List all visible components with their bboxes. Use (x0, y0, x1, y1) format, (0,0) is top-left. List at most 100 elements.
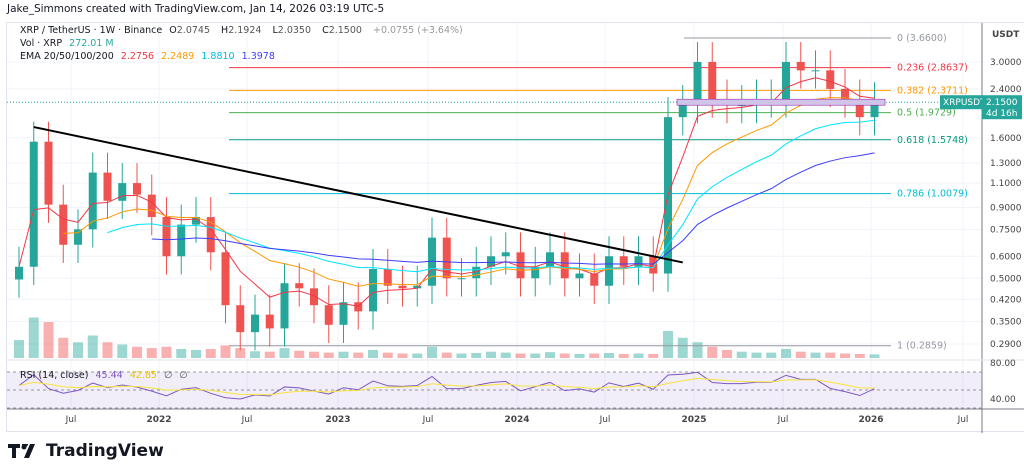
ema20-value: 2.2756 (120, 51, 155, 62)
candle-body (236, 305, 245, 333)
candle-body (221, 252, 230, 306)
candle-body (560, 252, 569, 279)
volume-bar (692, 342, 703, 358)
ema100-value: 1.8810 (201, 51, 235, 62)
candle-body (796, 62, 805, 71)
candle-body (678, 105, 687, 118)
candle-body (428, 237, 436, 286)
ema50-value: 2.2489 (161, 51, 195, 62)
volume-legend[interactable]: Vol · XRP 272.01 M (20, 38, 118, 49)
volume-bar (781, 349, 791, 358)
volume-bar (663, 331, 673, 358)
candle-body (324, 305, 333, 325)
time-axis-tick: 2022 (146, 415, 171, 425)
price-axis-tick: 0.4200 (990, 295, 1022, 305)
candle-body (841, 88, 849, 100)
ohlc-change: +0.0755 (+3.64%) (372, 25, 463, 36)
candle-body (192, 217, 200, 225)
volume-bar (250, 351, 260, 358)
time-axis-tick: Jul (777, 415, 789, 425)
volume-bar (795, 351, 806, 358)
time-axis-tick: Jul (957, 415, 969, 425)
ema-line-100 (107, 119, 875, 273)
candle-body (15, 266, 23, 280)
volume-bar (427, 346, 437, 358)
candle-body (162, 217, 171, 257)
volume-bar (87, 335, 98, 358)
rsi-ma-value: 42.85 (129, 370, 157, 381)
price-axis-tick: 2.4000 (990, 85, 1022, 95)
volume-bar (294, 350, 305, 358)
candle-body (546, 252, 554, 267)
candle-body (855, 99, 864, 118)
fib-level-label: 0.786 (1.0079) (897, 189, 968, 200)
price-chart[interactable]: 3.0000 2.4000 1.6000 1.3000 1.1000 0.9000 0.75… (7, 23, 1024, 433)
volume-bar (854, 353, 865, 358)
rsi-axis-tick: 40.00 (990, 395, 1016, 405)
volume-bar (102, 342, 113, 358)
ema-line-50 (63, 97, 875, 287)
tradingview-logo[interactable]: TradingView (8, 441, 164, 461)
symbol-label[interactable]: XRP / TetherUS · 1W · Binance (20, 25, 163, 36)
rsi-axis-tick: 80.00 (990, 359, 1016, 369)
ohlc-open: O2.0745 (169, 25, 211, 36)
rsi-value: 45.44 (95, 370, 123, 381)
volume-bar (618, 353, 629, 358)
candle-body (516, 252, 525, 279)
candle-body (472, 266, 481, 279)
volume-bar (589, 353, 600, 358)
trendline[interactable] (33, 126, 683, 264)
price-axis-tick: 0.3500 (990, 317, 1022, 327)
volume-bar (707, 346, 718, 358)
price-axis-currency[interactable]: USDT (992, 30, 1020, 40)
rsi-ma-line (18, 377, 875, 396)
volume-bar (146, 348, 157, 358)
candle-body (103, 172, 112, 201)
chart-credit: Jake_Simmons created with TradingView.co… (7, 3, 385, 15)
chart-frame: 3.0000 2.4000 1.6000 1.3000 1.1000 0.9000 0.75… (6, 22, 1024, 433)
candle-body (590, 273, 599, 286)
volume-bar (132, 346, 142, 358)
candle-body (619, 256, 628, 267)
price-axis-tick: 1.1000 (990, 179, 1022, 189)
volume-bar (412, 353, 423, 358)
candle-body (501, 252, 510, 257)
range-box (676, 98, 886, 106)
volume-bar (264, 351, 275, 358)
candle-body (708, 62, 717, 100)
ema-legend[interactable]: EMA 20/50/100/200 2.2756 2.2489 1.8810 1… (20, 51, 279, 62)
fib-level-label: 1 (0.2859) (897, 341, 947, 352)
volume-bar (633, 353, 644, 358)
volume-bar (191, 349, 201, 358)
volume-bar (648, 353, 659, 358)
volume-bar (500, 352, 511, 358)
fib-level-label: 0.5 (1.9729) (897, 108, 956, 119)
price-axis-tick: 0.6000 (990, 252, 1022, 262)
volume-bar (677, 337, 688, 358)
candle-body (265, 314, 274, 329)
volume-bar (14, 340, 24, 358)
candle-body (88, 172, 97, 230)
symbol-tag (940, 95, 982, 110)
ohlc-low: L2.0350 (272, 25, 312, 36)
candle-body (177, 224, 186, 257)
volume-bar (58, 337, 69, 358)
volume-bar (545, 352, 555, 358)
candle-body (74, 229, 82, 245)
volume-bar (574, 353, 585, 358)
candle-body (59, 204, 68, 245)
candle-body (29, 141, 38, 267)
volume-bar (530, 353, 541, 358)
volume-bar (338, 351, 349, 358)
volume-bar (722, 349, 732, 358)
rsi-legend[interactable]: RSI (14, close) 45.44 42.85 ∅ ∅ (20, 370, 192, 381)
time-axis-tick: 2024 (504, 415, 529, 425)
candle-body (737, 105, 746, 107)
time-axis-tick: 2025 (681, 415, 706, 425)
price-axis-tick: 0.5000 (990, 274, 1022, 284)
fib-level-label: 0 (3.6600) (897, 33, 947, 44)
candle-body (383, 268, 392, 286)
candle-body (44, 141, 53, 205)
price-axis-tick: 0.2900 (990, 340, 1022, 350)
volume-bar (840, 353, 850, 358)
